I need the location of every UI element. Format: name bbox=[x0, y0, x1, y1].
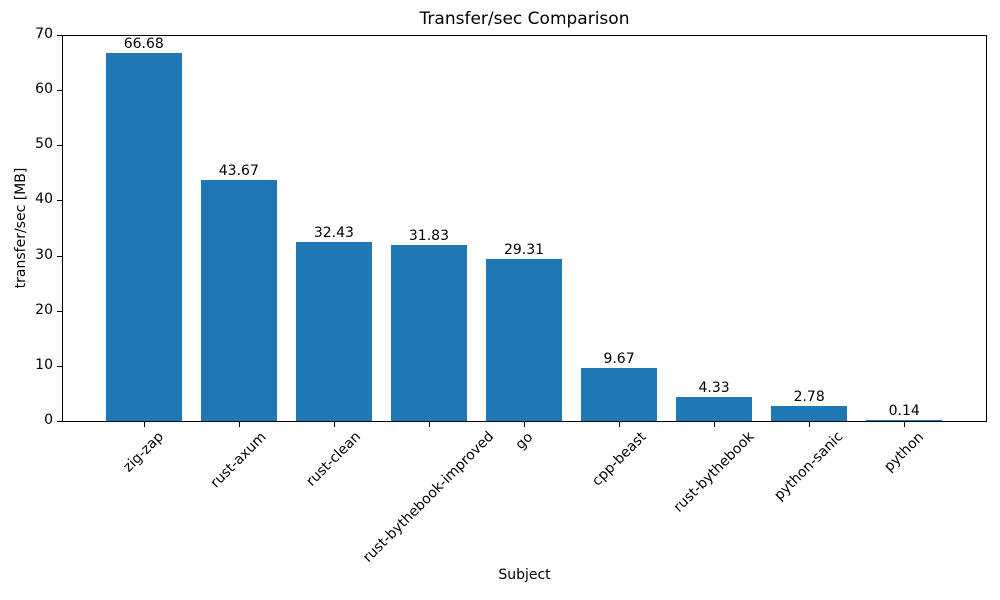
x-tick bbox=[809, 422, 811, 427]
y-tick bbox=[57, 365, 62, 367]
y-tick-label: 70 bbox=[35, 26, 53, 42]
x-tick-label: python bbox=[880, 428, 927, 475]
bar-value-label: 43.67 bbox=[218, 163, 259, 180]
bar-value-label: 29.31 bbox=[503, 242, 545, 259]
y-tick bbox=[57, 310, 62, 312]
x-tick-label: go bbox=[512, 428, 536, 453]
x-tick bbox=[428, 422, 430, 427]
x-tick bbox=[333, 422, 335, 427]
bar bbox=[485, 259, 563, 421]
y-tick-label: 60 bbox=[35, 81, 53, 98]
bar-value-label: 4.33 bbox=[698, 380, 730, 397]
x-tick bbox=[524, 422, 525, 427]
bar bbox=[866, 420, 943, 422]
y-tick-label: 10 bbox=[35, 356, 53, 373]
bar-value-label: 32.43 bbox=[313, 225, 354, 242]
x-tick bbox=[619, 422, 621, 427]
bar-value-label: 0.14 bbox=[888, 403, 920, 420]
bar bbox=[105, 53, 182, 421]
x-tick-label: rust-clean bbox=[303, 428, 365, 490]
bar bbox=[295, 242, 372, 421]
bar-value-label: 66.68 bbox=[123, 36, 164, 53]
x-tick bbox=[904, 422, 906, 427]
y-tick-label: 0 bbox=[44, 412, 53, 428]
y-tick bbox=[57, 35, 62, 36]
x-tick-label: python-sanic bbox=[771, 428, 847, 505]
plot-area bbox=[62, 35, 987, 422]
bar bbox=[390, 245, 467, 421]
x-tick-label: rust-bythebook bbox=[670, 429, 758, 516]
y-tick-label: 30 bbox=[35, 246, 53, 263]
x-tick bbox=[238, 422, 240, 427]
y-tick-label: 20 bbox=[35, 301, 53, 318]
y-tick-label: 40 bbox=[35, 191, 53, 208]
x-tick-label: cpp-beast bbox=[588, 428, 650, 490]
bar bbox=[581, 367, 658, 421]
y-tick bbox=[57, 255, 62, 257]
bar bbox=[200, 180, 277, 421]
y-tick bbox=[57, 145, 62, 147]
chart-title: Transfer/sec Comparison bbox=[419, 9, 630, 29]
x-tick-label: zig-zap bbox=[120, 428, 167, 476]
bar-value-label: 2.78 bbox=[793, 388, 825, 405]
x-axis-label: Subject bbox=[498, 567, 551, 583]
x-tick-label: rust-bythebook-improved bbox=[359, 428, 498, 567]
y-tick-label: 50 bbox=[35, 136, 53, 153]
y-tick bbox=[57, 200, 62, 202]
x-tick bbox=[143, 422, 145, 427]
y-tick bbox=[57, 90, 62, 92]
bar bbox=[771, 405, 848, 421]
x-tick-label: rust-axum bbox=[207, 429, 270, 492]
x-tick bbox=[714, 422, 716, 427]
y-tick bbox=[57, 421, 62, 422]
bar-value-label: 31.83 bbox=[408, 228, 449, 245]
bar-value-label: 9.67 bbox=[603, 350, 635, 367]
bar bbox=[676, 397, 753, 421]
